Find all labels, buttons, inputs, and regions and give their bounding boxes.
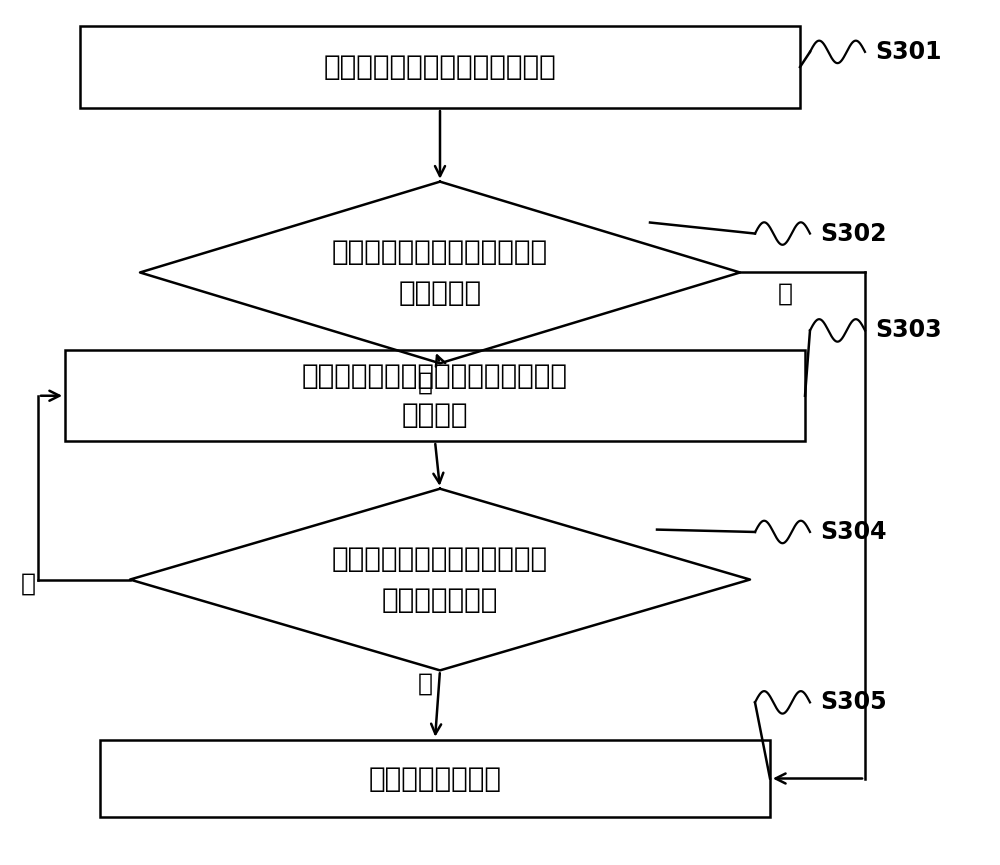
Text: S301: S301	[875, 40, 942, 64]
Text: S302: S302	[820, 221, 887, 246]
FancyBboxPatch shape	[80, 26, 800, 108]
Polygon shape	[130, 489, 750, 670]
Text: 否: 否	[20, 572, 36, 596]
Text: 获取空调本次开机之后压缩机的累计
运行时长: 获取空调本次开机之后压缩机的累计 运行时长	[302, 362, 568, 429]
Text: 控制开启加热装置: 控制开启加热装置	[369, 765, 502, 792]
Polygon shape	[140, 182, 740, 363]
Text: S305: S305	[820, 690, 887, 714]
Text: S304: S304	[820, 520, 887, 544]
FancyBboxPatch shape	[65, 350, 805, 441]
FancyBboxPatch shape	[100, 740, 770, 817]
Text: 判断室外环境温度是否满足第
一温度条件: 判断室外环境温度是否满足第 一温度条件	[332, 238, 548, 307]
Text: 获取空调所对应的室外环境温度: 获取空调所对应的室外环境温度	[324, 53, 556, 81]
Text: 否: 否	[418, 370, 432, 394]
Text: 判断压缩机的累计运行时长是
否满足时长条件: 判断压缩机的累计运行时长是 否满足时长条件	[332, 545, 548, 614]
Text: 是: 是	[778, 282, 792, 306]
Text: 是: 是	[418, 671, 432, 695]
Text: S303: S303	[875, 318, 942, 343]
